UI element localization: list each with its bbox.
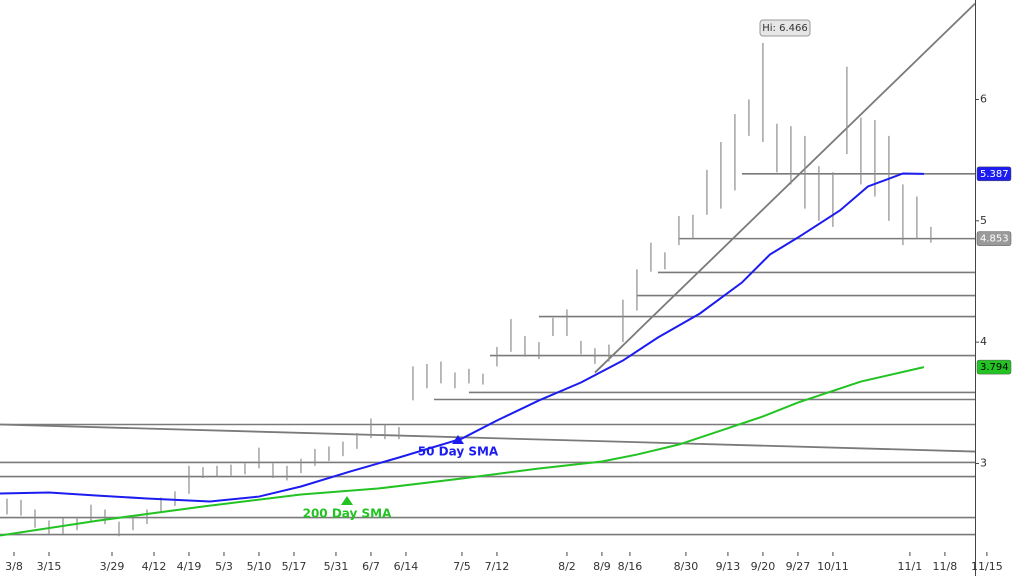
y-tick-label: 5 (980, 214, 987, 227)
trend-line (594, 2, 975, 374)
last-value-label: 4.853 (980, 234, 1009, 245)
annotation-marker (341, 496, 353, 505)
x-tick-label: 8/16 (618, 560, 643, 573)
last-value-label: 3.794 (980, 362, 1009, 373)
x-tick-label: 8/2 (558, 560, 576, 573)
x-tick-label: 3/8 (5, 560, 23, 573)
annotation-label: 200 Day SMA (303, 507, 393, 521)
x-tick-label: 11/1 (898, 560, 923, 573)
x-tick-label: 9/27 (786, 560, 811, 573)
x-tick-label: 4/19 (177, 560, 202, 573)
x-tick-label: 4/12 (142, 560, 167, 573)
x-tick-label: 8/9 (593, 560, 611, 573)
plot-area (0, 2, 975, 537)
annotation-label: 50 Day SMA (418, 445, 499, 459)
last-value-label: 5.387 (980, 169, 1009, 180)
x-tick-label: 11/15 (971, 560, 1003, 573)
x-tick-label: 6/7 (362, 560, 380, 573)
sma-line (0, 172, 924, 503)
x-tick-label: 5/17 (282, 560, 307, 573)
x-tick-label: 9/13 (716, 560, 741, 573)
last-value-box (976, 166, 1012, 182)
last-value-box (976, 359, 1012, 375)
x-tick-label: 5/3 (215, 560, 233, 573)
annotation-marker (452, 435, 464, 444)
x-tick-label: 7/12 (485, 560, 510, 573)
x-tick-label: 11/8 (933, 560, 958, 573)
y-tick-label: 4 (980, 335, 987, 348)
last-value-box (976, 231, 1012, 246)
x-tick-label: 5/10 (247, 560, 272, 573)
x-tick-label: 3/15 (37, 560, 62, 573)
x-tick-label: 3/29 (100, 560, 125, 573)
high-label: Hi: 6.466 (762, 23, 807, 34)
x-tick-label: 9/20 (751, 560, 776, 573)
x-tick-label: 10/11 (817, 560, 849, 573)
y-tick-label: 6 (980, 92, 987, 105)
x-tick-label: 7/5 (453, 560, 471, 573)
x-tick-label: 6/14 (394, 560, 419, 573)
x-tick-label: 5/31 (324, 560, 349, 573)
x-tick-label: 8/30 (674, 560, 699, 573)
sma-line (0, 366, 925, 537)
trend-line (0, 423, 975, 453)
high-label-box (759, 19, 811, 37)
y-tick-label: 3 (980, 456, 987, 469)
